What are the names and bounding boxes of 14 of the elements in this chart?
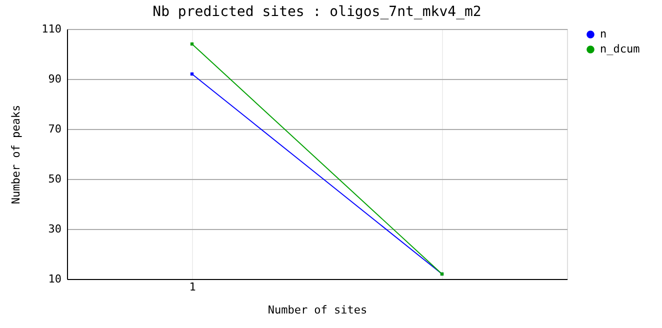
x-axis-title: Number of sites [268,304,368,316]
legend-label: n_dcum [600,42,640,56]
point [190,42,194,46]
y-tick-label: 50 [48,172,62,186]
y-tick-label: 110 [42,22,62,36]
x-tick-label: 1 [189,280,196,294]
chart-title: Nb predicted sites : oligos_7nt_mkv4_m2 [152,4,482,20]
legend-label: n [600,28,607,40]
y-tick-label: 70 [48,122,62,136]
y-axis-title: Number of peaks [10,104,23,204]
y-tick-label: 30 [48,222,62,236]
y-tick-label: 90 [48,72,62,86]
point [190,72,194,76]
y-tick-label: 10 [48,272,62,286]
